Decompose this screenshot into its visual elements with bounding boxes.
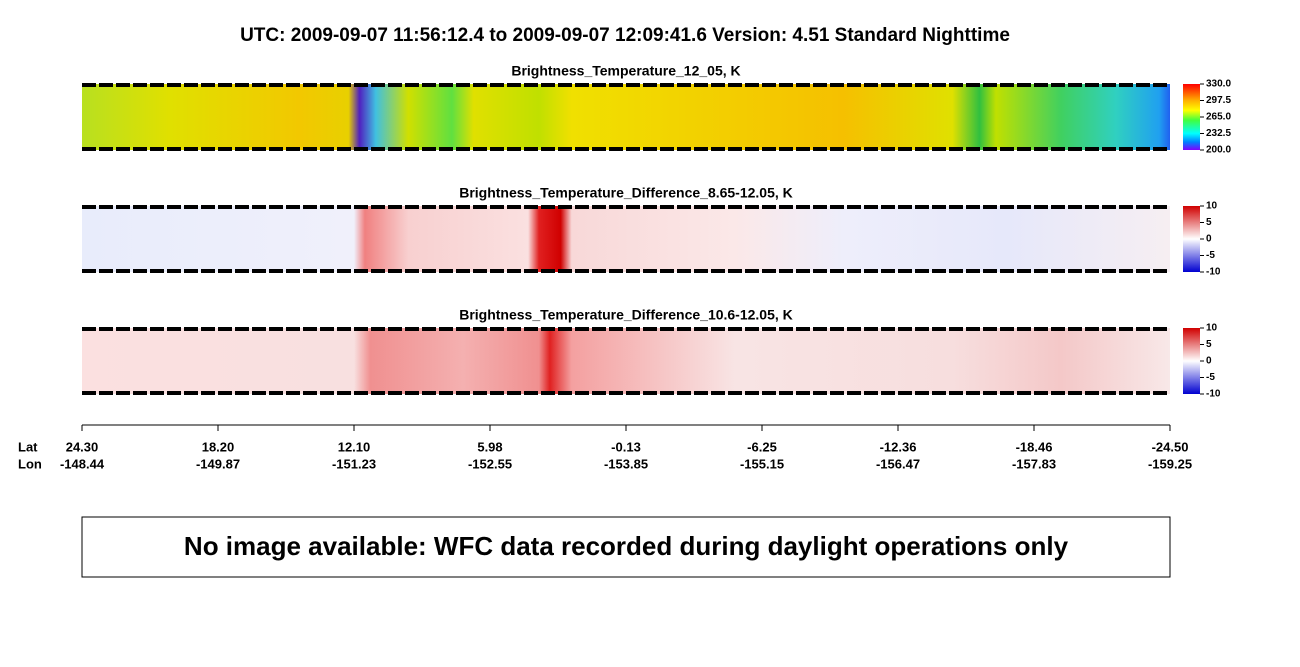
- lon-value: -153.85: [604, 456, 648, 471]
- colorbar-label: 200.0: [1206, 145, 1231, 156]
- panel-title: Brightness_Temperature_12_05, K: [511, 63, 740, 79]
- image-strip: [82, 84, 1170, 150]
- lon-value: -149.87: [196, 456, 240, 471]
- lat-value: 12.10: [338, 439, 371, 454]
- panel-title: Brightness_Temperature_Difference_8.65-1…: [459, 185, 793, 201]
- image-strip: [82, 206, 1170, 272]
- strip-borders: [82, 83, 1170, 395]
- lat-value: -24.50: [1152, 439, 1189, 454]
- panel: [82, 206, 1200, 272]
- lon-value: -159.25: [1148, 456, 1192, 471]
- lat-label: Lat: [18, 439, 38, 454]
- lat-value: 18.20: [202, 439, 235, 454]
- lon-value: -148.44: [60, 456, 105, 471]
- lon-value: -156.47: [876, 456, 920, 471]
- colorbar-label: 5: [1206, 339, 1212, 350]
- colorbar: [1183, 84, 1200, 150]
- lon-value: -152.55: [468, 456, 512, 471]
- lon-value: -157.83: [1012, 456, 1056, 471]
- colorbar-label: -10: [1206, 267, 1221, 278]
- lat-value: -0.13: [611, 439, 641, 454]
- colorbar: [1183, 206, 1200, 272]
- lon-label: Lon: [18, 456, 42, 471]
- page-title: UTC: 2009-09-07 11:56:12.4 to 2009-09-07…: [240, 25, 1010, 46]
- message-box: [81, 516, 1171, 578]
- panel: [82, 328, 1200, 394]
- lon-value: -155.15: [740, 456, 784, 471]
- image-strip: [82, 328, 1170, 394]
- colorbar-label: -10: [1206, 389, 1221, 400]
- lat-value: -6.25: [747, 439, 777, 454]
- message: No image available: WFC data recorded du…: [184, 531, 1069, 561]
- panel: [82, 84, 1200, 150]
- lat-value: -12.36: [880, 439, 917, 454]
- colorbar-label: 10: [1206, 201, 1218, 212]
- lat-value: -18.46: [1016, 439, 1053, 454]
- colorbar-label: 330.0: [1206, 79, 1231, 90]
- colorbar-label: 0: [1206, 234, 1212, 245]
- colorbar-label: 5: [1206, 217, 1212, 228]
- colorbar-label: 297.5: [1206, 95, 1231, 106]
- colorbar: [1183, 328, 1200, 394]
- colorbar-label: -5: [1206, 372, 1215, 383]
- lon-value: -151.23: [332, 456, 376, 471]
- colorbar-label: 265.0: [1206, 112, 1231, 123]
- colorbar-label: 232.5: [1206, 128, 1231, 139]
- colorbar-label: -5: [1206, 250, 1215, 261]
- colorbar-label: 10: [1206, 323, 1218, 334]
- colorbar-label: 0: [1206, 356, 1212, 367]
- lat-value: 5.98: [477, 439, 502, 454]
- panel-title: Brightness_Temperature_Difference_10.6-1…: [459, 307, 793, 323]
- lat-value: 24.30: [66, 439, 99, 454]
